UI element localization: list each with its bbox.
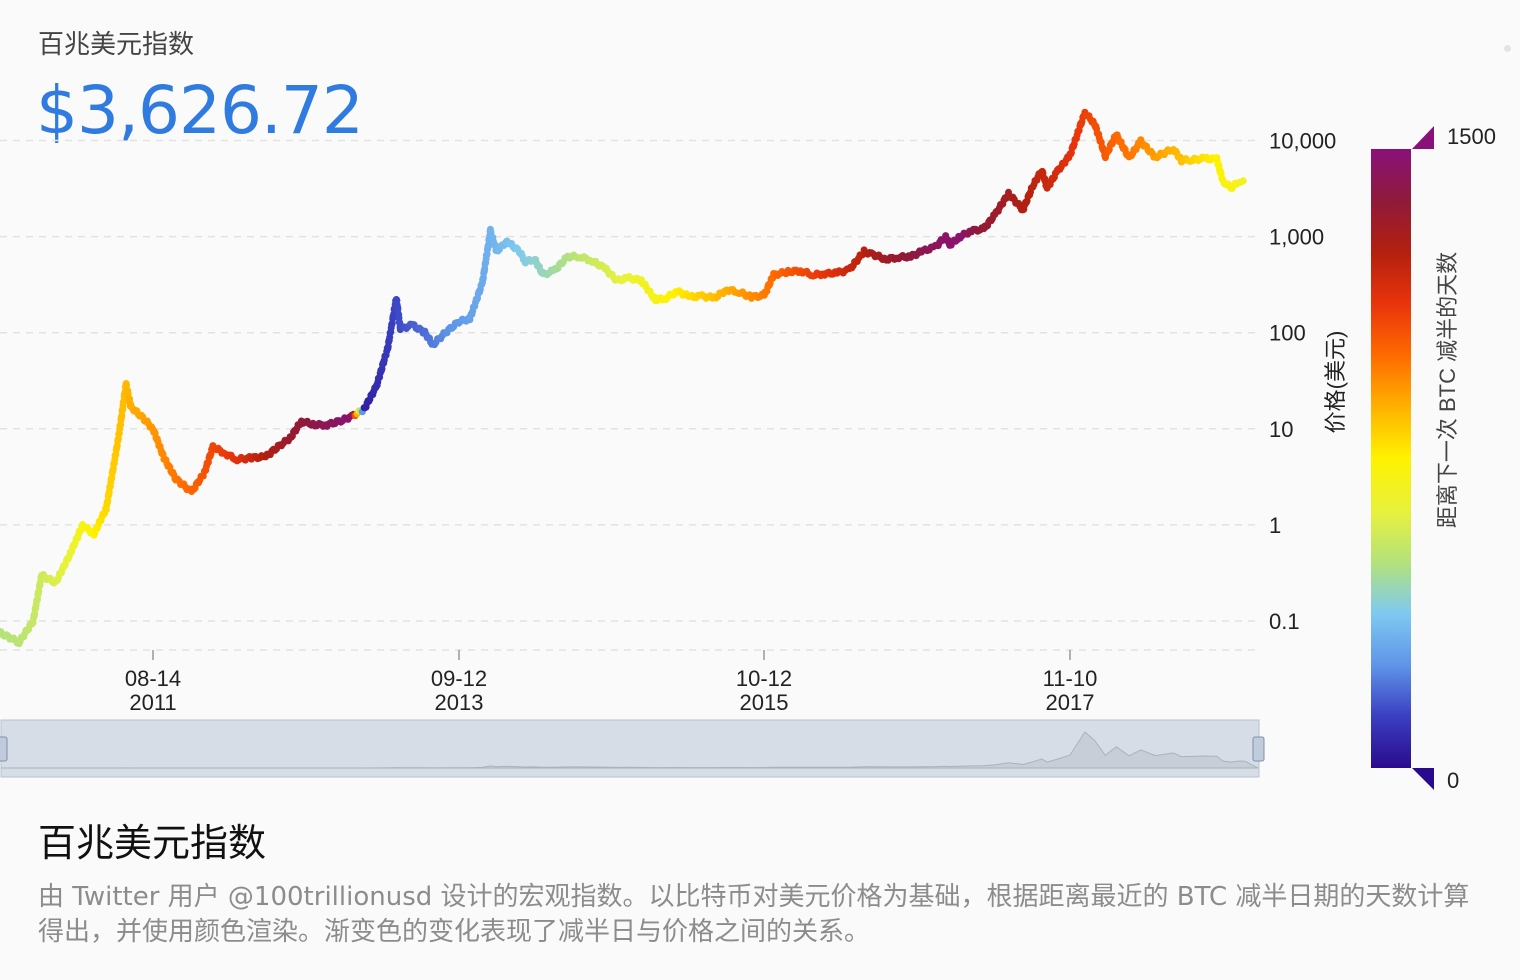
series-points [0,108,1247,648]
footer-description: 由 Twitter 用户 @100trillionusd 设计的宏观指数。以比特… [38,882,1470,947]
range-slider-left-handle[interactable] [0,736,8,762]
colorbar-title: 距离下一次 BTC 减半的天数 [1435,252,1460,528]
price-point [1239,177,1247,185]
y-axis: 10,000 1,000 100 10 1 0.1 [1269,129,1336,635]
y-tick-label: 1,000 [1269,225,1324,250]
footer-title: 百兆美元指数 [38,821,267,865]
menu-dot-icon[interactable] [1504,45,1511,52]
x-tick-label: 10-12 [736,666,792,691]
colorbar: 1500 0 距离下一次 BTC 减半的天数 [1371,124,1496,793]
range-slider[interactable] [0,719,1265,778]
colorbar-gradient [1371,149,1411,768]
y-tick-label: 1 [1269,513,1281,538]
colorbar-min-arrow[interactable] [1412,768,1434,790]
y-tick-label: 0.1 [1269,609,1300,634]
x-tick-year: 2013 [435,690,484,715]
current-price: $3,626.72 [36,72,364,149]
x-tick-year: 2017 [1046,690,1095,715]
y-tick-label: 100 [1269,321,1306,346]
range-slider-right-handle[interactable] [1252,736,1265,762]
range-slider-preview [1,731,1259,769]
index-kicker: 百兆美元指数 [38,30,195,60]
colorbar-max-arrow[interactable] [1412,126,1434,149]
colorbar-max-label: 1500 [1447,124,1496,149]
x-tick-year: 2015 [740,690,789,715]
chart-gridlines [0,139,1255,651]
x-tick-label: 09-12 [431,666,487,691]
x-tick-label: 08-14 [125,666,181,691]
y-tick-label: 10,000 [1269,129,1336,154]
y-axis-label: 价格(美元) [1323,331,1348,434]
x-tick-year: 2011 [129,690,176,715]
colorbar-min-label: 0 [1447,768,1459,793]
y-tick-label: 10 [1269,417,1293,442]
x-tick-label: 11-10 [1043,666,1098,691]
